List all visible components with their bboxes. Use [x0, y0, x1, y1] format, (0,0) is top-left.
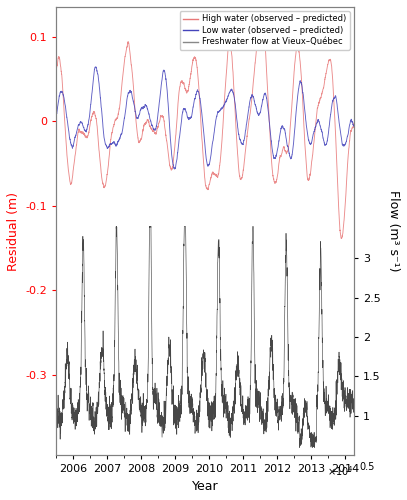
X-axis label: Year: Year: [192, 480, 219, 493]
Text: $\times 10^4$: $\times 10^4$: [327, 464, 354, 478]
Legend: High water (observed – predicted), Low water (observed – predicted), Freshwater : High water (observed – predicted), Low w…: [179, 11, 350, 50]
Y-axis label: Flow (m³ s⁻¹): Flow (m³ s⁻¹): [387, 190, 400, 272]
Text: 0.5: 0.5: [360, 462, 375, 472]
Y-axis label: Residual (m): Residual (m): [7, 192, 20, 270]
